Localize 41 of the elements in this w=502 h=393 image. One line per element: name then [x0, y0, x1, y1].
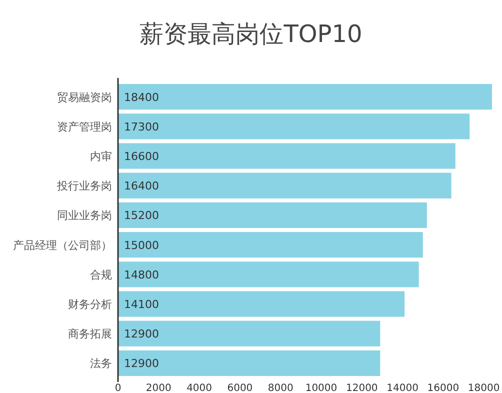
y-tick-label: 法务 [90, 357, 112, 370]
data-label: 16400 [124, 180, 159, 193]
data-label: 15200 [124, 209, 159, 222]
data-label: 17300 [124, 120, 159, 134]
y-tick-label: 内审 [90, 150, 112, 163]
bar [118, 172, 452, 198]
y-tick-label: 产品经理（公司部） [13, 238, 112, 252]
bar [118, 84, 492, 110]
data-label: 18400 [124, 90, 159, 104]
bar [118, 202, 427, 228]
y-tick-label: 投行业务岗 [56, 180, 112, 193]
y-tick-label: 贸易融资岗 [57, 90, 112, 104]
bar [118, 143, 456, 169]
x-tick-label: 10000 [305, 383, 338, 393]
chart-title: 薪资最高岗位TOP10 [140, 20, 362, 48]
y-tick-label: 商务拓展 [68, 328, 112, 341]
bar [118, 320, 380, 346]
bar [118, 114, 470, 140]
bar [118, 232, 423, 258]
data-label: 14100 [124, 298, 159, 311]
x-tick-label: 12000 [346, 383, 378, 393]
bar [118, 262, 419, 288]
data-label: 14800 [124, 268, 159, 282]
data-label: 12900 [124, 357, 159, 370]
data-label: 16600 [124, 150, 159, 163]
y-tick-label: 同业业务岗 [57, 209, 112, 222]
x-tick-label: 4000 [186, 383, 212, 393]
bar [118, 350, 380, 376]
x-tick-label: 0 [114, 383, 122, 393]
x-tick-label: 6000 [227, 383, 253, 393]
x-tick-label: 16000 [427, 383, 460, 393]
x-tick-label: 18000 [468, 383, 500, 393]
y-tick-label: 合规 [90, 268, 112, 282]
data-label: 12900 [124, 328, 159, 341]
x-tick-label: 2000 [146, 383, 172, 393]
data-label: 15000 [124, 238, 159, 252]
x-tick-label: 8000 [268, 383, 294, 393]
x-tick-label: 14000 [386, 383, 418, 393]
y-tick-label: 财务分析 [68, 298, 112, 311]
bar [118, 291, 405, 317]
y-tick-label: 资产管理岗 [57, 120, 112, 134]
